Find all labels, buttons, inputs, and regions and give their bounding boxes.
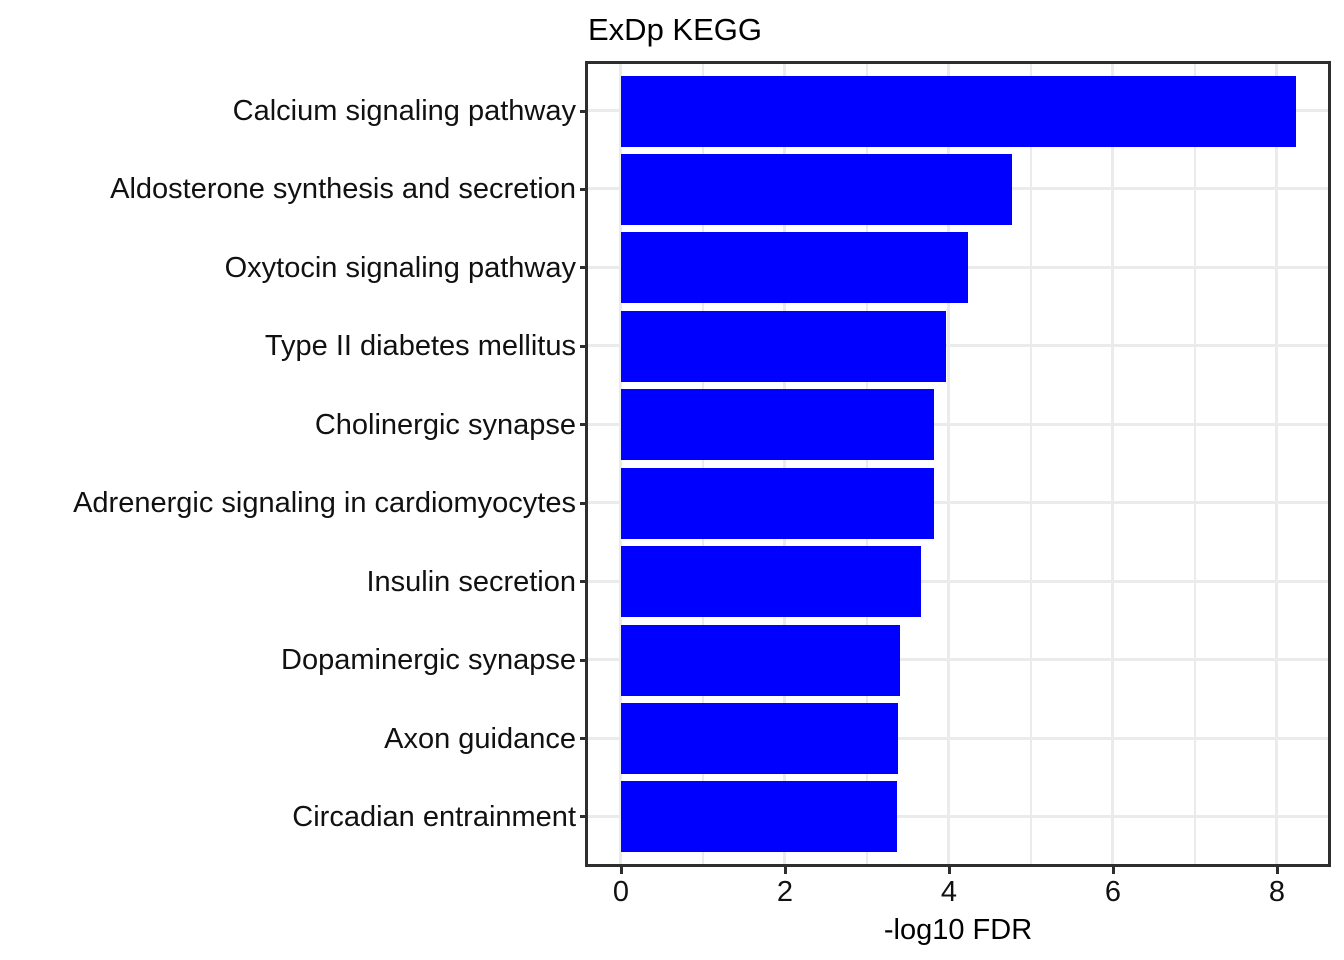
y-axis-tick	[580, 737, 588, 740]
minor-gridline-x	[1030, 64, 1032, 864]
major-gridline-x	[947, 64, 950, 864]
chart-title: ExDp KEGG	[588, 12, 762, 47]
plot-panel	[588, 64, 1328, 864]
major-gridline-x	[1111, 64, 1114, 864]
bar	[621, 310, 946, 382]
bar	[621, 703, 898, 774]
x-axis-title: -log10 FDR	[883, 914, 1033, 946]
bar	[621, 153, 1012, 225]
y-axis-tick	[580, 187, 588, 191]
minor-gridline-x	[702, 64, 704, 864]
x-axis-tick-label: 8	[1268, 876, 1286, 908]
y-axis-label: Circadian entrainment	[292, 800, 576, 833]
bar	[621, 389, 934, 461]
y-axis-label: Insulin secretion	[366, 565, 576, 598]
minor-gridline-x	[866, 64, 868, 864]
y-axis-label: Aldosterone synthesis and secretion	[110, 173, 576, 206]
x-axis-tick	[783, 866, 787, 874]
x-axis-tick-label: 4	[940, 876, 958, 908]
bar	[621, 467, 934, 539]
y-axis-label: Axon guidance	[384, 722, 576, 755]
bar	[621, 781, 897, 853]
y-axis-label: Adrenergic signaling in cardiomyocytes	[73, 487, 576, 520]
major-gridline-y	[588, 501, 1328, 505]
bar	[621, 75, 1296, 147]
x-axis-tick	[947, 866, 951, 874]
major-gridline-y	[588, 658, 1328, 662]
x-axis-tick-label: 2	[776, 876, 794, 908]
y-axis-label: Cholinergic synapse	[314, 408, 576, 441]
y-axis-tick	[580, 580, 588, 584]
y-axis-label: Type II diabetes mellitus	[264, 330, 576, 363]
major-gridline-x	[783, 64, 786, 864]
major-gridline-y	[588, 814, 1328, 818]
y-axis-tick	[580, 109, 588, 113]
major-gridline-x	[619, 64, 622, 864]
y-axis-tick	[580, 658, 588, 662]
major-gridline-y	[588, 579, 1328, 583]
y-axis-tick	[580, 423, 588, 427]
major-gridline-y	[588, 422, 1328, 426]
x-axis-tick	[1275, 866, 1279, 874]
y-axis-tick	[580, 501, 588, 505]
bar	[621, 232, 968, 304]
bar	[621, 624, 900, 696]
y-axis-tick	[580, 815, 588, 819]
major-gridline-y	[588, 736, 1328, 740]
major-gridline-x	[1275, 64, 1278, 864]
minor-gridline-x	[1194, 64, 1196, 864]
y-axis-tick	[580, 344, 588, 348]
y-axis-label: Dopaminergic synapse	[281, 644, 576, 677]
x-axis-tick-label: 6	[1104, 876, 1122, 908]
y-axis-label: Oxytocin signaling pathway	[224, 251, 576, 284]
x-axis-tick	[619, 866, 623, 874]
major-gridline-y	[588, 344, 1328, 348]
bar	[621, 546, 921, 618]
y-axis-label: Calcium signaling pathway	[232, 95, 576, 128]
x-axis-tick-label: 0	[612, 876, 630, 908]
x-axis-tick	[1111, 866, 1115, 874]
y-axis-tick	[580, 266, 588, 270]
